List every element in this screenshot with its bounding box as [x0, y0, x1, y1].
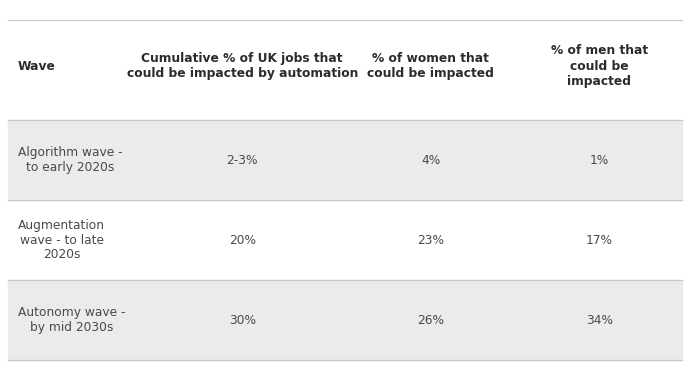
Bar — [8, 20, 682, 120]
Text: % of men that
could be
impacted: % of men that could be impacted — [551, 45, 648, 88]
Bar — [8, 120, 682, 200]
Text: Cumulative % of UK jobs that
could be impacted by automation: Cumulative % of UK jobs that could be im… — [126, 52, 358, 80]
Text: 20%: 20% — [228, 234, 256, 246]
Text: 26%: 26% — [417, 314, 444, 326]
Text: 17%: 17% — [586, 234, 613, 246]
Text: Augmentation
wave - to late
2020s: Augmentation wave - to late 2020s — [18, 218, 105, 262]
Text: 4%: 4% — [422, 154, 440, 166]
Text: 30%: 30% — [228, 314, 256, 326]
Text: 1%: 1% — [590, 154, 609, 166]
Text: 34%: 34% — [586, 314, 613, 326]
Text: % of women that
could be impacted: % of women that could be impacted — [368, 52, 494, 80]
Text: 23%: 23% — [417, 234, 444, 246]
Bar — [8, 280, 682, 360]
Text: Autonomy wave -
by mid 2030s: Autonomy wave - by mid 2030s — [18, 306, 126, 334]
Text: 2-3%: 2-3% — [226, 154, 258, 166]
Bar — [8, 200, 682, 280]
Text: Wave: Wave — [18, 59, 56, 73]
Text: Algorithm wave -
to early 2020s: Algorithm wave - to early 2020s — [18, 146, 123, 174]
